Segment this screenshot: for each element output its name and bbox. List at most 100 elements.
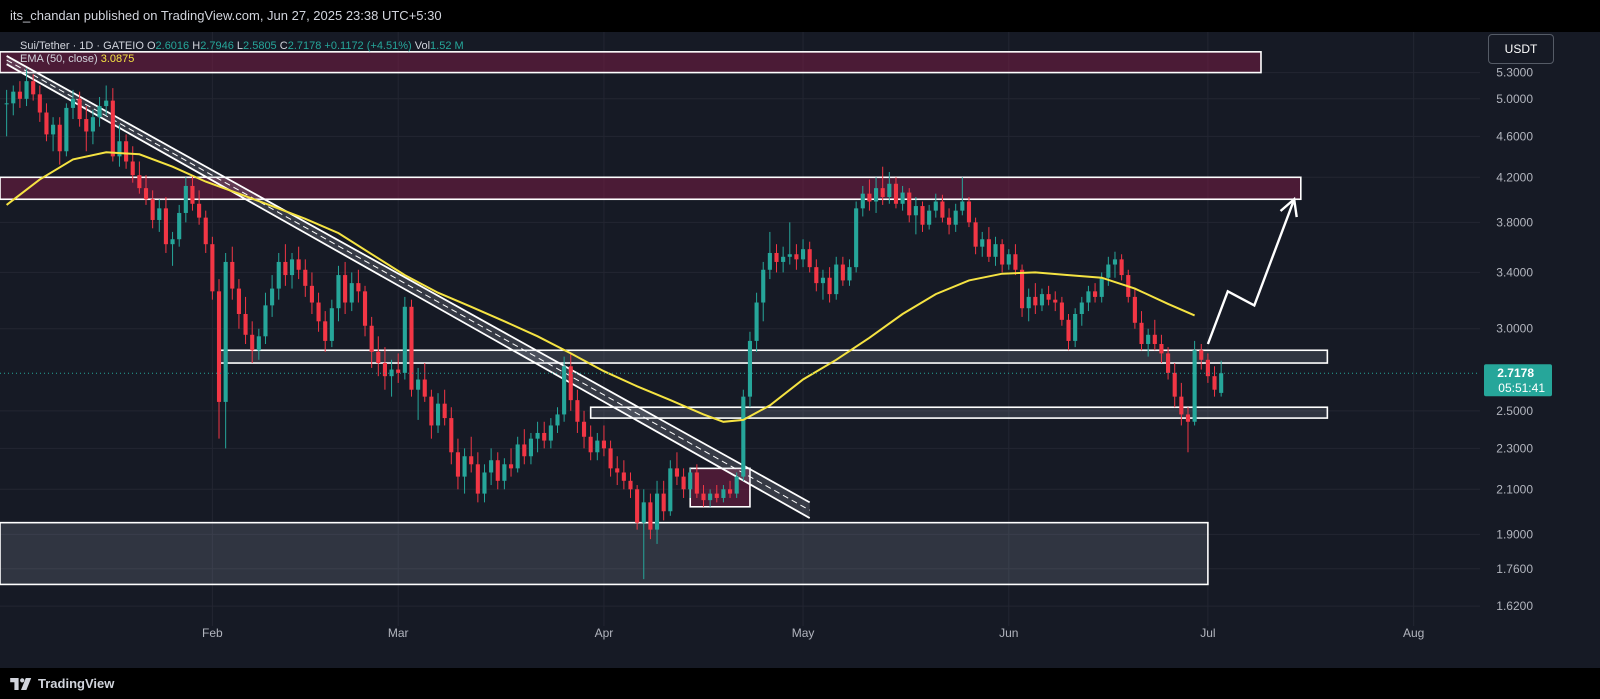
- y-tick-label-5: 3.4000: [1496, 265, 1533, 279]
- x-tick-label-6: Aug: [1403, 626, 1424, 640]
- candle-body-11: [77, 98, 82, 120]
- y-tick-label-3: 4.2000: [1496, 170, 1533, 184]
- candle-body-135: [900, 192, 905, 204]
- candle-body-109: [727, 489, 733, 494]
- candle-body-61: [409, 306, 414, 390]
- candle-body-127: [847, 267, 852, 281]
- chart-area[interactable]: 5.3000 5.0000 4.6000 4.2000 3.8000 3.4000 3.00…: [0, 32, 1600, 668]
- x-tick-label-5: Jul: [1200, 626, 1215, 640]
- candle-body-175: [1166, 353, 1171, 373]
- candle-body-174: [1159, 344, 1164, 354]
- candle-body-125: [834, 264, 839, 295]
- candle-body-49: [329, 308, 334, 341]
- candle-body-82: [548, 425, 553, 441]
- y-tick-label-11: 1.7600: [1496, 562, 1533, 576]
- ema-row[interactable]: EMA (50, close) 3.0875: [20, 53, 464, 66]
- candle-body-2: [17, 91, 22, 99]
- candle-body-3: [24, 81, 29, 99]
- candle-body-153: [1020, 269, 1025, 309]
- candle-body-47: [316, 302, 321, 322]
- candle-body-137: [913, 206, 918, 216]
- candle-body-45: [303, 269, 308, 286]
- candle-body-143: [953, 210, 958, 225]
- candle-body-18: [124, 141, 129, 162]
- candle-body-89: [595, 440, 600, 453]
- candle-body-161: [1073, 313, 1078, 341]
- candle-body-53: [356, 283, 361, 292]
- candle-body-24: [163, 208, 168, 245]
- symbol-label[interactable]: Sui/Tether · 1D · GATEIO: [20, 40, 144, 52]
- candle-body-69: [462, 456, 467, 477]
- candle-body-166: [1106, 264, 1111, 278]
- candle-body-99: [661, 493, 666, 512]
- tradingview-logo[interactable]: TradingView: [10, 676, 114, 691]
- open-value: 2.6016: [155, 40, 190, 52]
- candle-body-31: [210, 244, 215, 292]
- candle-body-172: [1146, 334, 1151, 345]
- currency-button[interactable]: USDT: [1488, 34, 1554, 64]
- candle-body-73: [489, 460, 494, 473]
- candle-body-26: [177, 212, 182, 240]
- candle-body-44: [296, 259, 301, 270]
- candle-body-126: [840, 264, 845, 281]
- y-axis[interactable]: 5.3000 5.0000 4.6000 4.2000 3.8000 3.4000 3.00…: [1480, 32, 1600, 626]
- candle-body-87: [581, 421, 587, 437]
- candle-body-133: [887, 183, 892, 198]
- projection-arrow: [1206, 196, 1298, 345]
- candle-body-142: [947, 217, 952, 225]
- candle-body-55: [369, 325, 374, 352]
- publisher-header: its_chandan published on TradingView.com…: [0, 0, 1600, 32]
- candle-body-114: [761, 269, 766, 303]
- candle-body-43: [289, 259, 295, 276]
- candle-body-64: [429, 396, 434, 426]
- candle-body-95: [635, 489, 640, 523]
- candle-body-131: [873, 188, 879, 202]
- chart-legend: Sui/Tether · 1D · GATEIO O2.6016 H2.7946…: [20, 40, 464, 66]
- candle-body-34: [230, 261, 235, 289]
- candle-body-46: [309, 285, 314, 303]
- candle-body-183: [1219, 373, 1224, 393]
- candle-body-101: [674, 468, 680, 477]
- candle-body-74: [495, 460, 500, 481]
- candle-body-79: [528, 438, 533, 457]
- candle-body-117: [781, 256, 786, 262]
- ema-value: 3.0875: [100, 53, 135, 65]
- candle-body-96: [641, 502, 646, 523]
- last-price-badge: [1484, 364, 1552, 397]
- candle-body-168: [1119, 259, 1124, 276]
- candle-body-136: [907, 192, 912, 216]
- candle-body-103: [688, 472, 693, 490]
- candle-body-98: [654, 493, 660, 530]
- close-value: 2.7178: [287, 40, 322, 52]
- x-tick-label-2: Apr: [595, 626, 614, 640]
- candle-body-13: [90, 117, 95, 132]
- candle-body-150: [1000, 244, 1005, 265]
- volume-value: 1.52 M: [430, 40, 464, 52]
- candle-body-132: [880, 188, 885, 198]
- price-chart[interactable]: 5.3000 5.0000 4.6000 4.2000 3.8000 3.4000 3.00…: [0, 32, 1600, 668]
- x-axis[interactable]: Feb Mar Apr May Jun Jul Aug: [202, 626, 1424, 640]
- candle-body-90: [601, 440, 607, 449]
- candle-body-94: [628, 480, 633, 490]
- candle-body-58: [389, 369, 394, 377]
- candle-body-116: [774, 252, 779, 262]
- x-tick-label-4: Jun: [999, 626, 1018, 640]
- ema-layer: [5, 151, 1195, 423]
- candle-body-54: [362, 291, 368, 326]
- candle-body-163: [1086, 291, 1091, 303]
- y-tick-label-2: 4.6000: [1496, 129, 1533, 143]
- candle-body-41: [276, 261, 281, 289]
- candle-body-156: [1039, 294, 1045, 306]
- resistance-zone: [0, 176, 1302, 201]
- candle-body-120: [800, 249, 806, 260]
- candle-body-152: [1013, 254, 1018, 270]
- candle-body-84: [562, 366, 567, 415]
- candle-body-70: [469, 456, 474, 465]
- candle-body-15: [104, 100, 109, 107]
- candle-body-86: [575, 400, 580, 422]
- candle-body-30: [203, 217, 208, 245]
- candle-body-118: [787, 254, 792, 257]
- tradingview-logo-icon: [10, 677, 32, 690]
- candle-body-83: [555, 414, 560, 426]
- candle-body-21: [143, 188, 149, 200]
